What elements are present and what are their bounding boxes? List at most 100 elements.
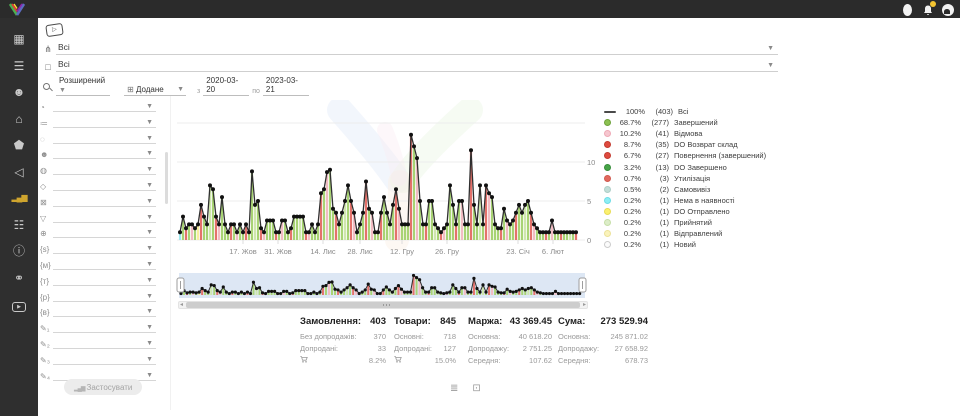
filter-input[interactable]: ▼ — [53, 353, 156, 365]
legend-swatch — [604, 152, 611, 160]
chart-point — [295, 214, 299, 219]
filter-input[interactable]: ▼ — [53, 211, 156, 223]
filter-input[interactable]: ▼ — [53, 226, 156, 239]
legend-item[interactable]: 0.2% (1) Відправлений — [604, 228, 782, 239]
filter-input[interactable]: ▼ — [53, 179, 156, 191]
price-tag-icon[interactable]: ⬟ — [13, 138, 25, 152]
filter-input[interactable]: ▼ — [53, 337, 156, 349]
orders-list-icon[interactable]: ☰ — [13, 58, 25, 73]
filter-input[interactable]: ▼ — [53, 116, 156, 128]
chart-bar — [232, 224, 236, 240]
chart-point — [313, 230, 317, 235]
filter-input[interactable]: ▼ — [53, 290, 156, 302]
filter-panel-scrollbar[interactable] — [165, 152, 168, 204]
marketing-megaphone-icon[interactable]: ◁ — [14, 164, 24, 179]
video-guide-icon[interactable]: ▷ — [45, 22, 64, 38]
filter-input[interactable]: ▼ — [53, 242, 156, 255]
legend-item[interactable]: 3.2% (13) DO Завершено — [604, 161, 782, 172]
filter-row: ✎₃ ▼ — [40, 350, 156, 365]
legend-item[interactable]: 6.7% (27) Повернення (завершений) — [604, 150, 782, 161]
chevron-down-icon[interactable]: ▼ — [767, 45, 774, 52]
filter-input[interactable]: ▼ — [53, 100, 156, 112]
filter-input[interactable]: ▼ — [53, 147, 156, 160]
category-filter-input[interactable]: Всі ▼ — [56, 42, 778, 55]
chevron-down-icon[interactable]: ▼ — [146, 134, 153, 142]
chevron-down-icon[interactable]: ▼ — [146, 355, 153, 363]
chart-point — [274, 230, 278, 235]
chart-navigator[interactable] — [175, 272, 595, 300]
legend-item[interactable]: 0.5% (2) Самовивіз — [604, 184, 782, 195]
filter-source-icon: {s} — [40, 245, 50, 255]
chart-point — [358, 222, 362, 227]
date-field-select[interactable]: ⊞ Додане ▼ — [124, 85, 186, 96]
filter-input[interactable]: ▼ — [53, 321, 156, 334]
search-mode-select[interactable]: Розширений ▼ — [56, 76, 110, 96]
chevron-down-icon[interactable]: ▼ — [146, 276, 153, 284]
legend-item[interactable]: 0.2% (1) Новий — [604, 239, 782, 250]
filter-input[interactable]: ▼ — [53, 195, 156, 207]
settings-sliders-icon[interactable]: ☷ — [13, 217, 25, 232]
filter-input[interactable]: ▼ — [53, 258, 156, 270]
filter-row: ☻ ▼ — [40, 144, 156, 160]
chart-bar — [496, 228, 500, 240]
chevron-down-icon[interactable]: ▼ — [146, 182, 153, 189]
chevron-down-icon[interactable]: ▼ — [146, 371, 153, 379]
filter-input[interactable]: ▼ — [53, 274, 156, 286]
info-icon[interactable]: ⓘ — [12, 244, 25, 258]
user-icon[interactable] — [903, 3, 912, 16]
legend-item[interactable]: 68.7% (277) Завершений — [604, 117, 782, 128]
chevron-down-icon[interactable]: ▼ — [146, 150, 153, 158]
list-view-icon[interactable]: ≣ — [450, 383, 459, 394]
customers-icon[interactable]: ☻ — [12, 85, 26, 99]
x-tick-label: 28. Лис — [347, 247, 373, 256]
chevron-down-icon[interactable]: ▼ — [146, 324, 153, 332]
theme-icon[interactable] — [942, 3, 954, 16]
chevron-down-icon[interactable]: ▼ — [146, 103, 153, 110]
chevron-down-icon[interactable]: ▼ — [146, 308, 153, 316]
scrollbar-thumb[interactable] — [186, 302, 580, 308]
filter-input[interactable]: ▼ — [53, 305, 156, 318]
chevron-down-icon[interactable]: ▼ — [146, 245, 153, 253]
product-filter-input[interactable]: Всі ▼ — [56, 59, 778, 72]
chevron-down-icon[interactable]: ▼ — [146, 292, 153, 300]
chevron-down-icon[interactable]: ▼ — [146, 229, 153, 237]
chevron-down-icon[interactable]: ▼ — [146, 213, 153, 221]
chevron-down-icon[interactable]: ▼ — [146, 340, 153, 347]
chart-point — [214, 214, 218, 219]
date-to-input[interactable]: 2023-03-21 — [262, 76, 309, 96]
chart-bar — [364, 181, 368, 240]
dashboard-icon[interactable]: ▦ — [13, 32, 25, 46]
chart-point — [220, 195, 224, 200]
partners-icon[interactable]: ⚭ — [13, 270, 25, 285]
date-from-input[interactable]: 2020-03-20 — [203, 76, 250, 96]
chevron-down-icon[interactable]: ▼ — [767, 62, 774, 69]
chart-point — [481, 222, 485, 227]
chevron-down-icon[interactable]: ▼ — [146, 197, 153, 205]
chart-point — [361, 210, 365, 215]
chart-scrollbar[interactable]: ◂ ▸ — [178, 301, 588, 309]
store-icon[interactable]: ⌂ — [15, 111, 23, 126]
legend-item[interactable]: 0.2% (1) DO Отправлено — [604, 206, 782, 217]
legend-item[interactable]: 100% (403) Всі — [604, 106, 782, 117]
legend-item[interactable]: 0.2% (1) Прийнятий — [604, 217, 782, 228]
chevron-down-icon[interactable]: ▼ — [146, 166, 153, 174]
chevron-down-icon[interactable]: ▼ — [146, 118, 153, 126]
scroll-right-icon[interactable]: ▸ — [582, 302, 586, 308]
bell-icon[interactable] — [922, 1, 936, 15]
video-tutorials-icon[interactable]: ▶ — [0, 292, 38, 316]
filter-input[interactable]: ▼ — [53, 132, 156, 144]
orders-chart[interactable] — [175, 100, 595, 265]
chevron-down-icon[interactable]: ▼ — [146, 261, 153, 268]
product-view-icon[interactable]: ⊡ — [472, 383, 481, 394]
legend-item[interactable]: 0.2% (1) Нема в наявності — [604, 195, 782, 206]
legend-item[interactable]: 8.7% (35) DO Возврат склад — [604, 139, 782, 150]
analytics-chart-icon[interactable]: ▂▄▆ — [11, 193, 28, 202]
chart-point — [469, 148, 473, 153]
apply-button[interactable]: ▂▄▆ Застосувати — [64, 379, 143, 395]
legend-item[interactable]: 10.2% (41) Відмова — [604, 128, 782, 139]
chart-point — [346, 183, 350, 188]
app-logo-icon[interactable] — [8, 2, 26, 17]
scroll-left-icon[interactable]: ◂ — [180, 302, 184, 308]
legend-item[interactable]: 0.7% (3) Утилізація — [604, 173, 782, 184]
filter-input[interactable]: ▼ — [53, 163, 156, 176]
